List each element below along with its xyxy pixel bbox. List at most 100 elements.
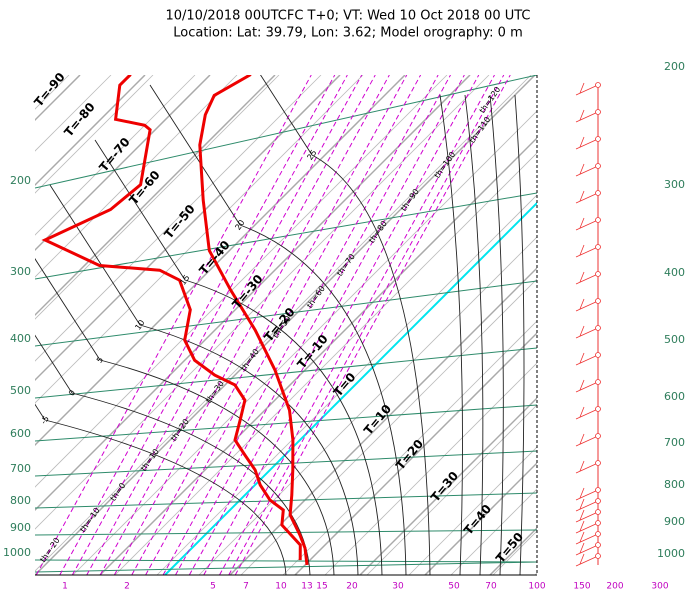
- bottom-axis-label: 13: [301, 582, 312, 592]
- theta-line: [86, 75, 363, 575]
- moist-adiabat-label: 0: [67, 388, 77, 397]
- dry-line: [366, 404, 537, 575]
- wind-barb: [575, 435, 599, 447]
- wind-barb: [575, 300, 599, 312]
- wind-barb: [579, 109, 585, 121]
- dry-line: [35, 75, 280, 320]
- wind-barb: [579, 244, 585, 256]
- wind-barb: [579, 406, 585, 418]
- isobar: [35, 492, 537, 509]
- left-axis-label: 800: [10, 494, 31, 507]
- wind-barb: [575, 533, 599, 545]
- theta-line: [71, 75, 348, 575]
- dry-line: [324, 362, 537, 575]
- moist-adiabat: [260, 75, 431, 575]
- wind-barb: [575, 138, 599, 150]
- theta-line: [35, 75, 312, 575]
- dry-line: [282, 320, 537, 575]
- wind-barb: [579, 298, 585, 310]
- wind-station: [595, 498, 601, 504]
- theta-label: th=0: [109, 481, 128, 503]
- dry-line: [35, 75, 490, 530]
- moist-adiabat: [149, 84, 407, 575]
- wind-station: [595, 217, 601, 223]
- right-axis-label: 700: [664, 436, 685, 449]
- wind-station: [595, 553, 601, 559]
- isotherm-label: T=-40: [196, 238, 232, 278]
- wind-station: [595, 298, 601, 304]
- moist-adiabat-label: -5: [39, 414, 51, 426]
- bottom-axis-label: 2: [124, 582, 130, 592]
- moist-adiabat: [514, 94, 525, 575]
- isotherm: [35, 75, 341, 382]
- right-axis-label: 500: [664, 333, 685, 346]
- wind-barb: [579, 520, 585, 532]
- theta-label: th=30: [204, 379, 226, 405]
- dry-line: [198, 236, 537, 575]
- plot-grid: [35, 75, 699, 575]
- wind-barb: [575, 544, 599, 556]
- bottom-axis-label: 150: [573, 582, 590, 592]
- wind-station: [595, 487, 601, 493]
- wind-station: [595, 190, 601, 196]
- wind-barb: [575, 111, 599, 123]
- wind-barb: [575, 555, 599, 567]
- wind-station: [595, 433, 601, 439]
- isobar: [35, 450, 537, 477]
- wind-station: [595, 379, 601, 385]
- moist-adiabat-label: 10: [133, 318, 146, 332]
- theta-line: [131, 75, 408, 575]
- theta-label: th=90: [399, 187, 421, 213]
- bottom-axis-label: 70: [485, 582, 497, 592]
- bottom-axis-label: 50: [448, 582, 460, 592]
- theta-line: [234, 75, 511, 575]
- theta-label: th=100: [433, 150, 458, 180]
- isotherm-label: T=10: [361, 402, 394, 438]
- wind-barb: [575, 381, 599, 393]
- isotherm: [35, 75, 406, 447]
- bottom-axis-label: 15: [316, 582, 327, 592]
- isotherm: [359, 396, 537, 575]
- theta-line: [203, 75, 480, 575]
- moist-adiabat-label: 25: [305, 148, 318, 162]
- isotherm-label: T=20: [393, 437, 426, 473]
- bottom-axis-label: 200: [606, 582, 623, 592]
- wind-barb: [579, 509, 585, 521]
- isotherm: [35, 75, 211, 252]
- isotherm: [99, 136, 537, 575]
- left-axis-label: 600: [10, 427, 31, 440]
- dry-line: [619, 75, 699, 575]
- isotherm-label: T=-60: [126, 168, 162, 208]
- wind-barb: [579, 498, 585, 510]
- wind-barb: [575, 246, 599, 258]
- dry-line: [35, 75, 238, 278]
- isotherm: [424, 461, 537, 575]
- isotherm-label: T=-10: [294, 332, 330, 372]
- wind-station: [595, 82, 601, 88]
- isobar: [35, 561, 537, 573]
- wind-barb: [579, 325, 585, 337]
- dry-line: [35, 75, 532, 572]
- bottom-axis-label: 7: [243, 582, 249, 592]
- theta-line: [175, 75, 451, 575]
- moist-adiabat: [35, 258, 335, 575]
- isobar: [35, 347, 537, 399]
- wind-station: [595, 244, 601, 250]
- left-axis-label: 900: [10, 521, 31, 534]
- theta-line: [228, 75, 505, 575]
- left-axis-label: 200: [10, 174, 31, 187]
- wind-panel: [575, 82, 601, 567]
- isotherm: [229, 266, 537, 575]
- title: 10/10/2018 00UTCFC T+0; VT: Wed 10 Oct 2…: [165, 9, 530, 24]
- theta-label: th=80: [367, 219, 389, 245]
- isotherm: [35, 75, 276, 317]
- dry-line: [35, 75, 154, 194]
- wind-barb: [575, 462, 599, 474]
- right-axis-label: 800: [664, 478, 685, 491]
- moist-adiabat: [439, 94, 463, 575]
- theta-line: [219, 75, 495, 575]
- dry-line: [35, 75, 196, 236]
- wind-station: [595, 520, 601, 526]
- dewpoint-profile: [41, 75, 302, 561]
- wind-station: [595, 460, 601, 466]
